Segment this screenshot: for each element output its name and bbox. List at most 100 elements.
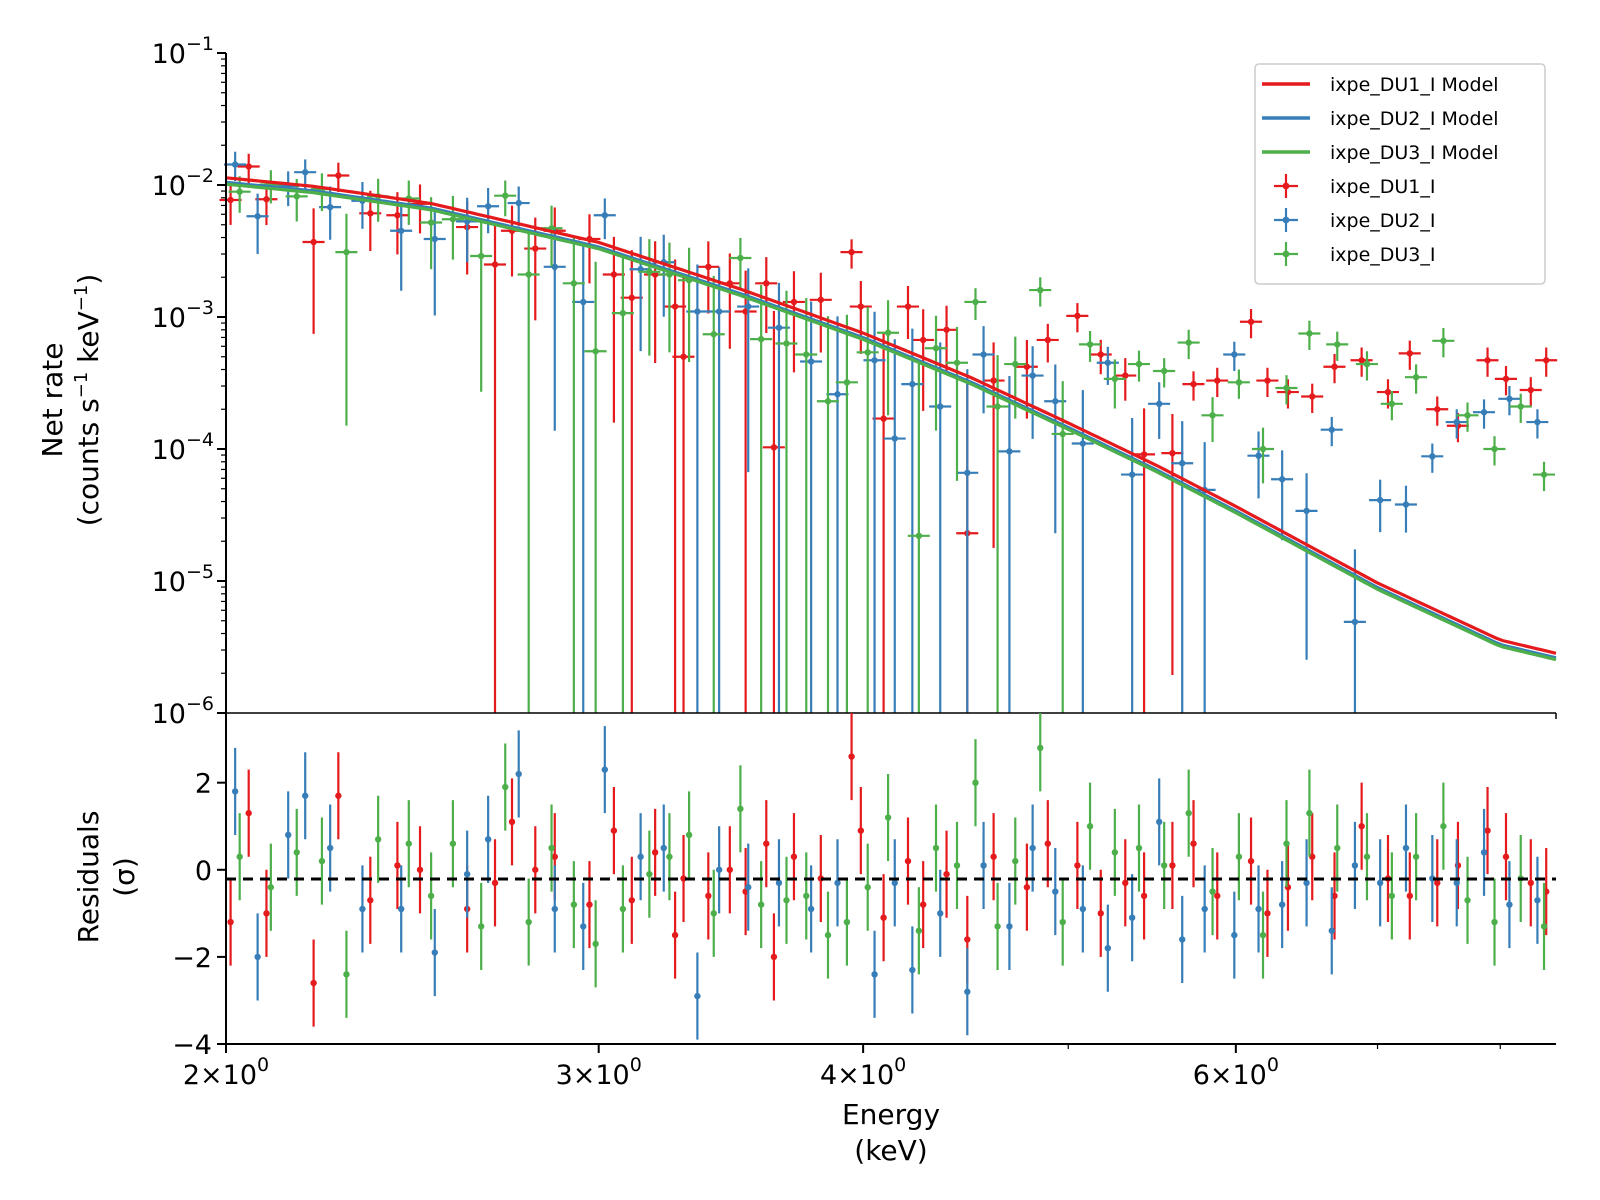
residual-point-ixpe_DU3_I-23 — [803, 892, 810, 900]
point-ixpe_DU1_I-6 — [394, 212, 401, 219]
point-ixpe_DU1_I-47 — [1331, 363, 1338, 370]
residual-point-ixpe_DU1_I-28 — [880, 914, 887, 921]
point-ixpe_DU1_I-54 — [1502, 375, 1510, 383]
point-ixpe_DU2_I-13 — [601, 212, 609, 219]
residual-point-ixpe_DU3_I-15 — [619, 905, 627, 913]
point-ixpe_DU2_I-29 — [1029, 372, 1036, 379]
top-ytick-label-5: 10−6 — [152, 693, 214, 730]
top-y-label-kev: keV — [72, 311, 105, 372]
residual-point-ixpe_DU3_I-6 — [405, 840, 412, 847]
point-ixpe_DU1_I-48 — [1358, 357, 1365, 364]
residual-point-ixpe_DU2_I-27 — [980, 862, 987, 869]
residual-point-ixpe_DU1_I-27 — [857, 827, 865, 834]
point-ixpe_DU1_I-9 — [491, 261, 499, 268]
top-ytick-label-1: 10−2 — [152, 165, 214, 202]
point-ixpe_DU3_I-22 — [783, 340, 790, 347]
point-ixpe_DU3_I-32 — [994, 403, 1001, 410]
residual-point-ixpe_DU3_I-50 — [1440, 823, 1447, 830]
bottom-ytick-label-3: −4 — [172, 1030, 212, 1061]
residual-point-ixpe_DU3_I-13 — [570, 901, 578, 908]
top-ytick-exp-0: −1 — [186, 33, 214, 55]
point-ixpe_DU3_I-45 — [1306, 330, 1313, 337]
residual-point-ixpe_DU3_I-22 — [783, 897, 790, 904]
xtick-exp-1: 0 — [630, 1054, 642, 1076]
residual-point-ixpe_DU1_I-26 — [848, 753, 855, 760]
residual-point-ixpe_DU2_I-46 — [1453, 879, 1460, 887]
point-ixpe_DU2_I-22 — [871, 357, 878, 364]
residual-point-ixpe_DU1_I-19 — [705, 892, 712, 900]
top-ytick-exp-1: −2 — [186, 165, 214, 187]
residual-point-ixpe_DU1_I-50 — [1406, 892, 1413, 900]
residual-point-ixpe_DU2_I-36 — [1201, 905, 1208, 913]
point-ixpe_DU2_I-7 — [431, 235, 438, 243]
xtick-label-1: 3×100 — [556, 1054, 642, 1091]
residual-point-ixpe_DU1_I-41 — [1190, 840, 1197, 847]
point-ixpe_DU3_I-39 — [1160, 367, 1168, 375]
point-ixpe_DU2_I-40 — [1303, 507, 1310, 515]
point-ixpe_DU1_I-50 — [1406, 350, 1413, 357]
point-ixpe_DU2_I-31 — [1079, 440, 1087, 447]
point-ixpe_DU3_I-31 — [972, 298, 979, 306]
point-ixpe_DU3_I-20 — [737, 254, 744, 262]
residual-point-ixpe_DU3_I-7 — [427, 892, 435, 900]
residual-point-ixpe_DU1_I-48 — [1358, 823, 1365, 830]
point-ixpe_DU1_I-40 — [1169, 449, 1176, 457]
residual-point-ixpe_DU2_I-16 — [694, 992, 701, 1000]
residual-point-ixpe_DU2_I-44 — [1402, 844, 1410, 852]
residual-point-ixpe_DU3_I-39 — [1160, 862, 1168, 869]
xtick-mantissa-2: 4×10 — [820, 1060, 894, 1091]
top-ytick-exp-4: −5 — [186, 561, 214, 583]
point-ixpe_DU1_I-19 — [705, 263, 712, 271]
residual-point-ixpe_DU1_I-31 — [943, 870, 950, 878]
residual-point-ixpe_DU1_I-16 — [651, 849, 659, 856]
legend-model-label-ixpe_DU2_I: ixpe_DU2_I Model — [1330, 108, 1499, 130]
point-ixpe_DU3_I-15 — [619, 309, 627, 317]
residual-point-ixpe_DU1_I-32 — [964, 936, 971, 943]
residual-point-ixpe_DU3_I-20 — [737, 805, 744, 813]
residual-point-ixpe_DU3_I-33 — [1012, 857, 1019, 865]
residual-point-ixpe_DU1_I-30 — [919, 901, 927, 908]
residual-point-ixpe_DU3_I-44 — [1283, 840, 1290, 847]
residual-point-ixpe_DU3_I-25 — [843, 918, 851, 926]
top-axes: 10−110−210−310−410−510−6 — [152, 33, 1557, 730]
residual-point-ixpe_DU2_I-6 — [398, 905, 405, 913]
point-ixpe_DU2_I-24 — [909, 380, 916, 388]
residual-point-ixpe_DU2_I-35 — [1179, 936, 1186, 943]
point-ixpe_DU3_I-2 — [293, 193, 300, 200]
residual-point-ixpe_DU2_I-26 — [964, 988, 971, 995]
residual-point-ixpe_DU2_I-31 — [1079, 905, 1087, 913]
top-ytick-exp-2: −3 — [186, 297, 214, 319]
point-ixpe_DU1_I-44 — [1264, 377, 1271, 384]
point-ixpe_DU3_I-27 — [884, 329, 892, 336]
top-y-label-close: ) — [72, 274, 105, 285]
residual-point-ixpe_DU3_I-49 — [1412, 853, 1420, 860]
point-ixpe_DU1_I-27 — [857, 303, 865, 310]
residual-point-ixpe_DU2_I-24 — [909, 966, 916, 974]
legend-items: ixpe_DU1_I Model ixpe_DU2_I Model ixpe_DU3… — [1262, 74, 1499, 266]
point-ixpe_DU3_I-13 — [570, 280, 578, 287]
point-ixpe_DU1_I-0 — [227, 196, 234, 204]
residual-point-ixpe_DU2_I-10 — [515, 770, 522, 778]
residual-point-ixpe_DU3_I-38 — [1135, 844, 1143, 852]
residual-point-ixpe_DU3_I-16 — [646, 870, 653, 878]
point-ixpe_DU1_I-37 — [1097, 351, 1104, 358]
residual-point-ixpe_DU1_I-46 — [1309, 853, 1316, 860]
point-ixpe_DU3_I-25 — [843, 379, 851, 386]
legend-point-label-ixpe_DU1_I: ixpe_DU1_I — [1330, 176, 1436, 198]
point-ixpe_DU2_I-10 — [515, 199, 522, 207]
xtick-mantissa-1: 3×10 — [556, 1060, 630, 1091]
residual-point-ixpe_DU2_I-17 — [715, 866, 723, 873]
xtick-mantissa-0: 2×10 — [183, 1060, 257, 1091]
point-ixpe_DU2_I-18 — [745, 303, 752, 310]
residual-point-ixpe_DU3_I-31 — [972, 779, 979, 786]
point-ixpe_DU1_I-41 — [1190, 380, 1197, 388]
top-ytick-exp-3: −4 — [186, 429, 214, 451]
residual-point-ixpe_DU3_I-10 — [502, 783, 509, 791]
residual-point-ixpe_DU1_I-2 — [263, 910, 270, 917]
point-ixpe_DU3_I-40 — [1185, 339, 1192, 346]
bottom-y-axis-label: Residuals (σ) — [72, 811, 141, 944]
point-ixpe_DU2_I-17 — [715, 308, 723, 315]
legend-point-dot-ixpe_DU3_I — [1282, 250, 1290, 258]
point-ixpe_DU1_I-49 — [1384, 388, 1392, 396]
residual-point-ixpe_DU2_I-33 — [1128, 914, 1136, 921]
